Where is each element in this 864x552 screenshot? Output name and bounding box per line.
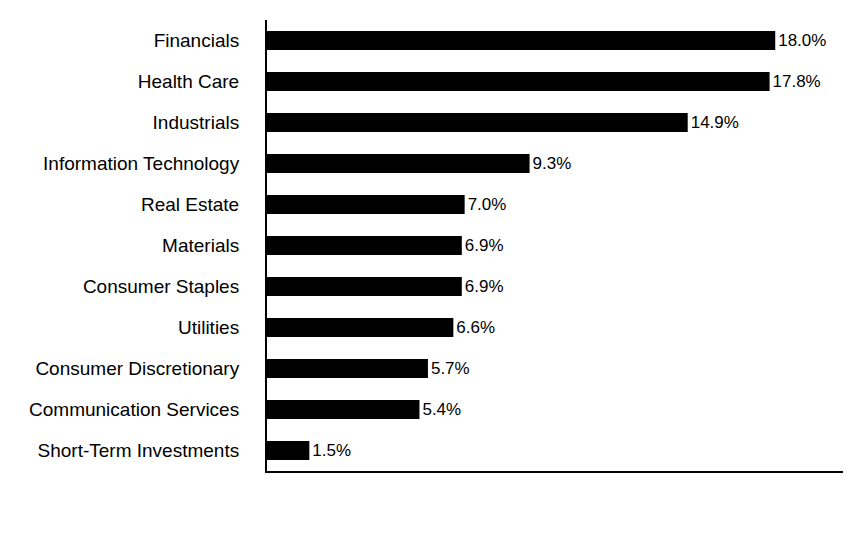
svg-text:7.0%: 7.0% [468, 195, 507, 214]
svg-text:Materials: Materials [162, 235, 239, 256]
svg-text:17.8%: 17.8% [773, 72, 821, 91]
svg-text:5.4%: 5.4% [422, 400, 461, 419]
svg-text:5.7%: 5.7% [431, 359, 470, 378]
svg-text:Consumer Discretionary: Consumer Discretionary [35, 358, 239, 379]
svg-text:Consumer Staples: Consumer Staples [83, 276, 239, 297]
svg-text:6.9%: 6.9% [465, 236, 504, 255]
svg-text:Industrials: Industrials [153, 112, 240, 133]
svg-text:6.6%: 6.6% [456, 318, 495, 337]
svg-text:Short-Term Investments: Short-Term Investments [38, 440, 240, 461]
svg-text:14.9%: 14.9% [691, 113, 739, 132]
svg-text:6.9%: 6.9% [465, 277, 504, 296]
svg-text:Information Technology: Information Technology [43, 153, 240, 174]
svg-text:18.0%: 18.0% [778, 31, 826, 50]
svg-text:1.5%: 1.5% [312, 441, 351, 460]
svg-text:Utilities: Utilities [178, 317, 239, 338]
svg-text:Health Care: Health Care [138, 71, 239, 92]
svg-text:Communication Services: Communication Services [29, 399, 239, 420]
svg-text:9.3%: 9.3% [533, 154, 572, 173]
svg-text:Financials: Financials [154, 30, 240, 51]
svg-text:Real Estate: Real Estate [141, 194, 239, 215]
